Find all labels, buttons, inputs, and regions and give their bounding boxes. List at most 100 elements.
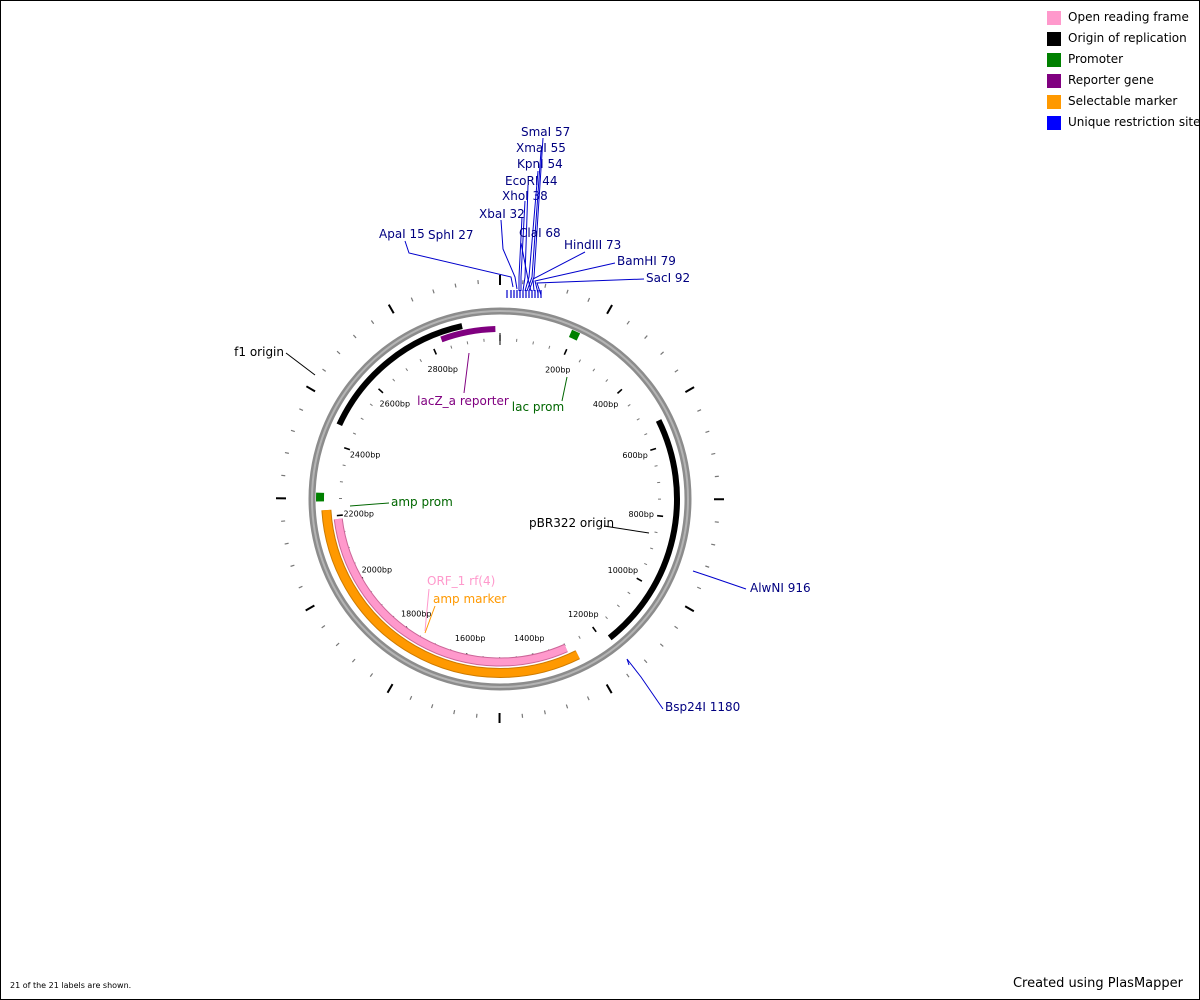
inner-scale-tick xyxy=(466,341,469,345)
feature-arc-origin xyxy=(607,419,680,641)
inner-scale-tick xyxy=(644,433,648,436)
restriction-site-line xyxy=(520,200,526,291)
restriction-site-label: Bsp24I 1180 xyxy=(665,700,740,714)
outer-scale-tick xyxy=(674,369,679,373)
inner-scale-tick xyxy=(636,418,640,421)
outer-scale-tick xyxy=(290,429,295,433)
feature-label-line xyxy=(424,588,430,632)
outer-scale-tick xyxy=(684,386,695,393)
legend-label: Open reading frame xyxy=(1068,10,1189,24)
inner-scale-tick xyxy=(605,379,609,382)
outer-scale-tick xyxy=(543,710,546,715)
inner-scale-tick xyxy=(450,345,453,349)
outer-scale xyxy=(275,275,725,724)
restriction-site-label: EcoRI 44 xyxy=(505,174,557,188)
inner-scale-tick xyxy=(650,547,654,550)
restriction-site-line xyxy=(526,150,542,292)
outer-scale-tick xyxy=(626,320,630,325)
outer-scale-tick xyxy=(660,351,664,356)
restriction-site-label: BamHI 79 xyxy=(617,254,676,268)
tick-label: 2800bp xyxy=(427,365,458,374)
outer-scale-tick xyxy=(352,334,357,339)
restriction-site-label: ApaI 15 xyxy=(379,227,425,241)
restriction-site-line xyxy=(404,240,514,288)
inner-scale-tick xyxy=(644,562,648,566)
outer-scale-tick xyxy=(305,604,315,612)
feature-label-line xyxy=(561,376,568,402)
restriction-site-line xyxy=(534,262,616,294)
legend-label: Unique restriction site xyxy=(1068,115,1200,129)
inner-scale-tick xyxy=(654,465,658,467)
outer-scale-tick xyxy=(565,704,569,709)
outer-scale-tick xyxy=(322,368,327,372)
outer-scale-tick xyxy=(284,451,289,454)
credit-text: Created using PlasMapper xyxy=(1012,976,1183,991)
outer-scale-tick xyxy=(386,683,394,694)
feature-label-line xyxy=(463,352,470,394)
outer-scale-tick xyxy=(659,643,664,647)
tick-label: 1800bp xyxy=(401,610,432,619)
labels-shown-note: 21 of the 21 labels are shown. xyxy=(10,981,132,990)
outer-scale-tick xyxy=(605,684,613,694)
inner-scale-tick xyxy=(532,341,534,345)
outer-scale-tick xyxy=(644,335,648,339)
mcs-stubs xyxy=(506,290,542,298)
outer-scale-tick xyxy=(711,543,716,546)
feature-arc-orf xyxy=(334,518,568,666)
feature-label-line xyxy=(285,352,316,376)
legend-swatch-origin xyxy=(1047,32,1061,46)
outer-scale-tick xyxy=(370,320,375,325)
restriction-site-line xyxy=(524,170,539,292)
restriction-site-label: XhoI 38 xyxy=(502,189,548,203)
inner-scale-tick xyxy=(336,514,343,517)
legend-swatch-restriction xyxy=(1047,116,1061,130)
outer-scale-tick xyxy=(544,283,547,288)
restriction-site-label: AlwNI 916 xyxy=(750,581,811,595)
feature-arc-marker xyxy=(322,509,580,677)
tick-label: 1600bp xyxy=(455,634,486,643)
feature-marker-promoter xyxy=(318,495,323,500)
restriction-site-label: XmaI 55 xyxy=(516,141,566,155)
inner-scale-tick xyxy=(352,432,357,435)
inner-scale-tick xyxy=(563,348,568,356)
inner-scale-tick xyxy=(627,404,631,407)
feature-label-line xyxy=(349,502,390,507)
restriction-site-line xyxy=(500,219,518,290)
outer-scale-tick xyxy=(305,385,316,393)
outer-scale-tick xyxy=(674,625,679,630)
outer-scale-tick xyxy=(284,542,289,545)
restriction-site-label: SacI 92 xyxy=(646,271,690,285)
restriction-site-line xyxy=(536,278,645,296)
outer-scale-tick xyxy=(409,695,413,701)
inner-scale-tick xyxy=(657,514,664,518)
inner-scale-tick xyxy=(605,616,608,620)
restriction-site-label: SmaI 57 xyxy=(521,125,570,139)
inner-scale-tick xyxy=(616,388,623,394)
outer-scale-tick xyxy=(369,673,374,678)
outer-scale-tick xyxy=(336,350,341,355)
feature-label: pBR322 origin xyxy=(529,516,614,530)
tick-label: 1000bp xyxy=(608,566,639,575)
legend-swatch-marker xyxy=(1047,95,1061,109)
outer-scale-tick xyxy=(454,283,457,288)
outer-scale-tick xyxy=(586,696,590,701)
outer-scale-tick xyxy=(705,430,710,433)
outer-scale-tick xyxy=(335,642,340,647)
outer-scale-tick xyxy=(410,297,414,302)
inner-scale-tick xyxy=(433,348,438,355)
outer-scale-tick xyxy=(705,565,710,568)
inner-scale-tick xyxy=(419,359,422,363)
legend-label: Reporter gene xyxy=(1068,73,1154,87)
inner-scale-tick xyxy=(369,403,373,407)
feature-label: lacZ_a reporter xyxy=(417,394,509,408)
tick-label: 2200bp xyxy=(343,509,374,518)
tick-label: 400bp xyxy=(593,400,618,409)
outer-scale-tick xyxy=(606,304,613,315)
outer-scale-tick xyxy=(387,304,395,314)
inner-scale-tick xyxy=(650,447,657,452)
restriction-site-label: SphI 27 xyxy=(428,228,473,242)
feature-label-line xyxy=(424,605,436,634)
legend-label: Selectable marker xyxy=(1068,94,1178,108)
inner-scale-tick xyxy=(377,388,384,394)
